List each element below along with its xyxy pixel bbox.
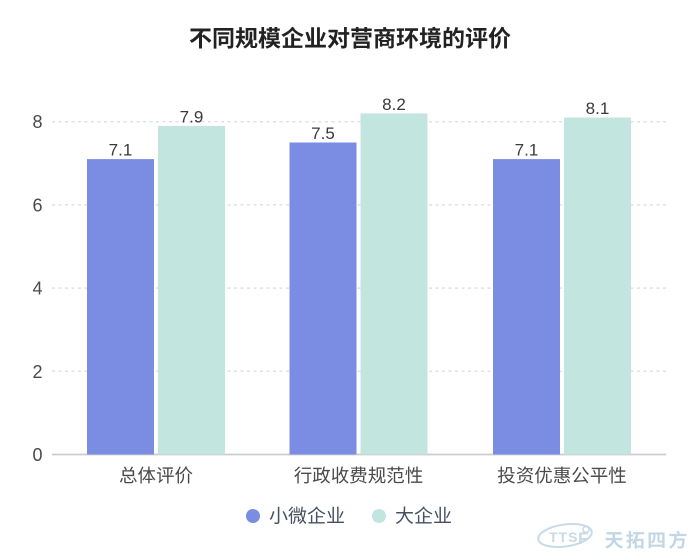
svg-text:8.1: 8.1 xyxy=(586,99,610,118)
svg-text:8.2: 8.2 xyxy=(382,95,406,114)
svg-text:8: 8 xyxy=(32,112,42,132)
svg-text:F: F xyxy=(578,529,588,548)
svg-text:7.5: 7.5 xyxy=(311,124,335,143)
svg-text:7.1: 7.1 xyxy=(109,141,133,160)
svg-text:4: 4 xyxy=(32,279,42,299)
svg-text:7.9: 7.9 xyxy=(180,107,204,126)
svg-text:6: 6 xyxy=(32,195,42,215)
svg-text:2: 2 xyxy=(32,362,42,382)
svg-text:TTS: TTS xyxy=(549,529,578,545)
svg-text:0: 0 xyxy=(32,445,42,465)
svg-text:7.1: 7.1 xyxy=(515,141,539,160)
